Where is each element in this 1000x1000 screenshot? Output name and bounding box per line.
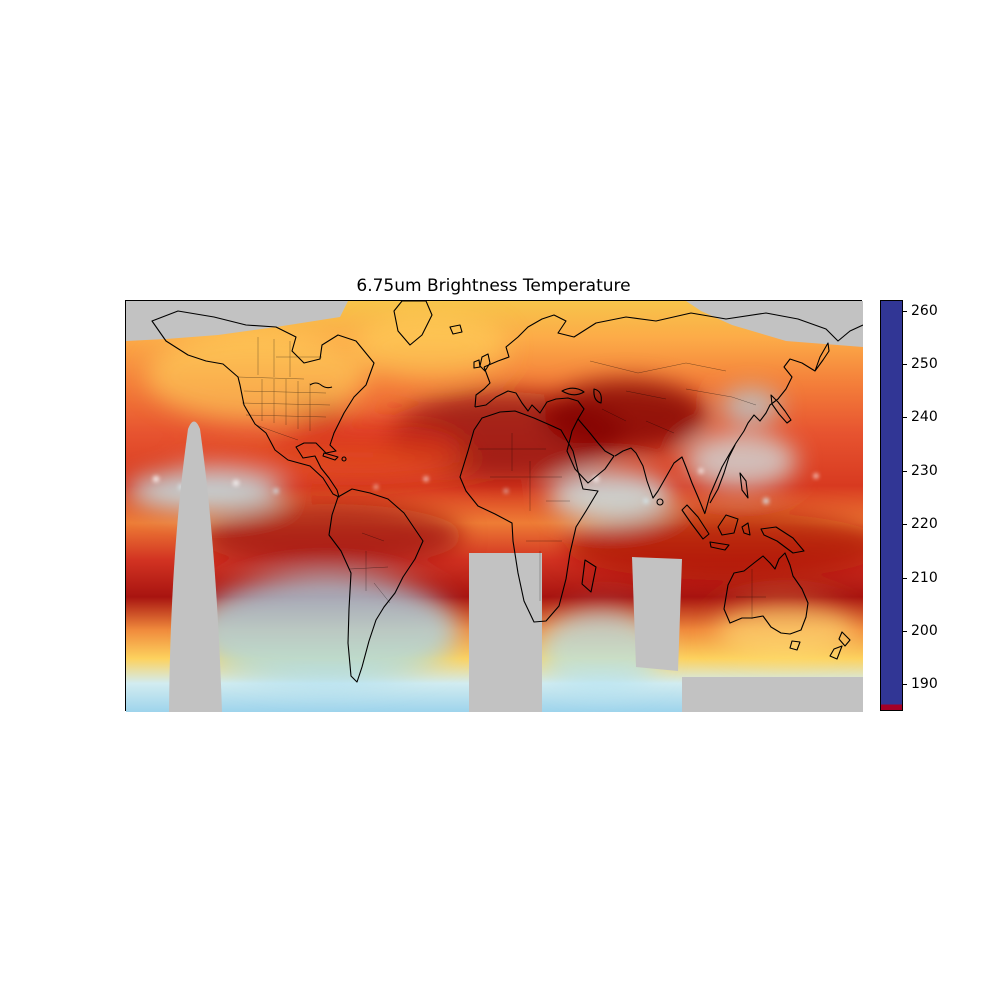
colorbar-tickmark	[903, 630, 907, 632]
colorbar-tickmark	[903, 524, 907, 526]
colorbar-tickmark	[903, 417, 907, 419]
colorbar-tick-label: 260	[911, 302, 938, 319]
colorbar-tick-label: 240	[911, 409, 938, 426]
colorbar-tickmark	[903, 684, 907, 686]
colorbar: 260 250 240 230 220 210 200 190	[880, 300, 938, 711]
map-axes	[125, 300, 863, 712]
colorbar-tick-label: 190	[911, 676, 938, 693]
colorbar-tick-label: 230	[911, 462, 938, 479]
colorbar-tick-label: 250	[911, 356, 938, 373]
brightness-temperature-map	[126, 301, 863, 712]
colorbar-tickmark	[903, 470, 907, 472]
temperature-field	[126, 301, 863, 712]
coastlines	[151, 301, 863, 683]
colorbar-tickmark	[903, 577, 907, 579]
colorbar-tick-label: 200	[911, 622, 938, 639]
country-borders	[237, 337, 766, 619]
colorbar-tick-label: 210	[911, 569, 938, 586]
colorbar-tickmark	[903, 364, 907, 366]
colorbar-tickmark	[903, 310, 907, 312]
colorbar-tick-label: 220	[911, 516, 938, 533]
missing-data-regions	[126, 301, 863, 712]
plot-title: 6.75um Brightness Temperature	[356, 276, 631, 296]
colorbar-gradient	[880, 300, 903, 711]
